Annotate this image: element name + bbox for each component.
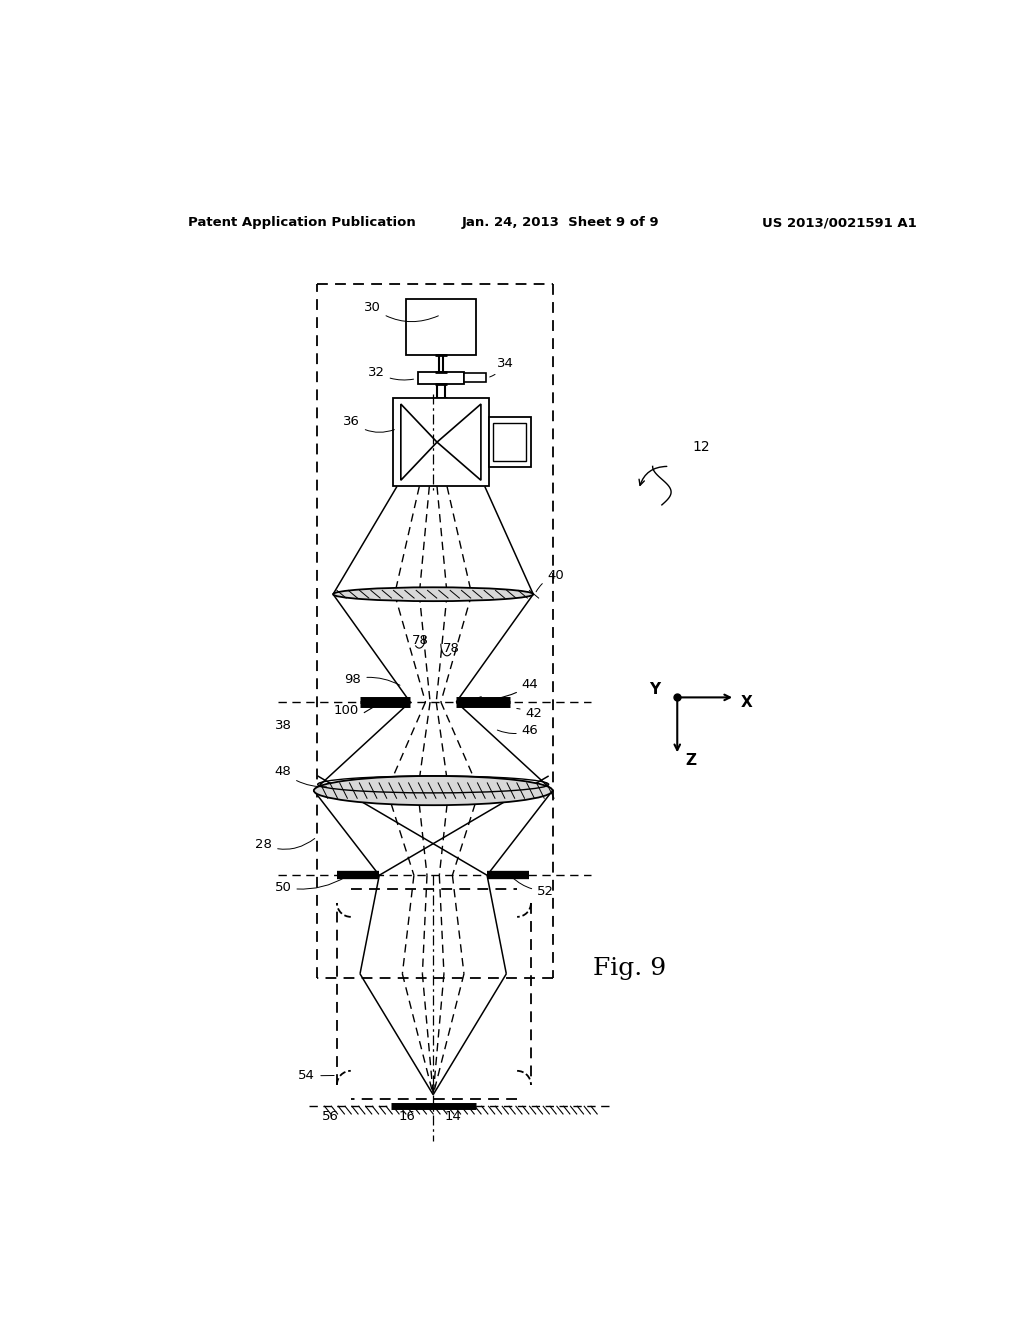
Text: 30: 30	[364, 301, 438, 322]
Bar	[393, 397, 488, 487]
Text: 98: 98	[345, 673, 400, 686]
Text: X: X	[740, 694, 753, 710]
Text: 12: 12	[692, 440, 711, 454]
Text: 38: 38	[274, 719, 292, 733]
Text: 46: 46	[498, 725, 539, 738]
Text: 78: 78	[442, 642, 460, 655]
Text: 42: 42	[517, 708, 543, 721]
Bar	[418, 372, 464, 384]
Text: 100: 100	[333, 705, 358, 717]
Text: 28: 28	[255, 838, 314, 851]
Ellipse shape	[333, 587, 534, 601]
Text: 36: 36	[343, 414, 394, 433]
Text: 54: 54	[298, 1069, 334, 1082]
Bar	[407, 300, 475, 355]
Text: 32: 32	[368, 366, 414, 380]
Text: US 2013/0021591 A1: US 2013/0021591 A1	[762, 216, 916, 230]
Text: Jan. 24, 2013  Sheet 9 of 9: Jan. 24, 2013 Sheet 9 of 9	[462, 216, 659, 230]
Text: Fig. 9: Fig. 9	[593, 957, 666, 979]
Bar	[488, 417, 531, 467]
Text: 48: 48	[274, 766, 327, 787]
Text: Z: Z	[685, 754, 696, 768]
Text: 16: 16	[398, 1110, 416, 1123]
Text: 56: 56	[322, 1110, 338, 1123]
Text: 52: 52	[512, 878, 554, 898]
Text: 14: 14	[444, 1110, 462, 1123]
Text: 40: 40	[537, 569, 564, 591]
Bar	[464, 374, 485, 383]
Text: Y: Y	[649, 681, 660, 697]
Text: 34: 34	[489, 358, 514, 378]
Text: 50: 50	[274, 876, 346, 894]
Text: 44: 44	[476, 678, 539, 702]
Bar	[494, 424, 526, 461]
Text: Patent Application Publication: Patent Application Publication	[188, 216, 416, 230]
Ellipse shape	[313, 776, 553, 805]
Text: 78: 78	[412, 635, 428, 647]
